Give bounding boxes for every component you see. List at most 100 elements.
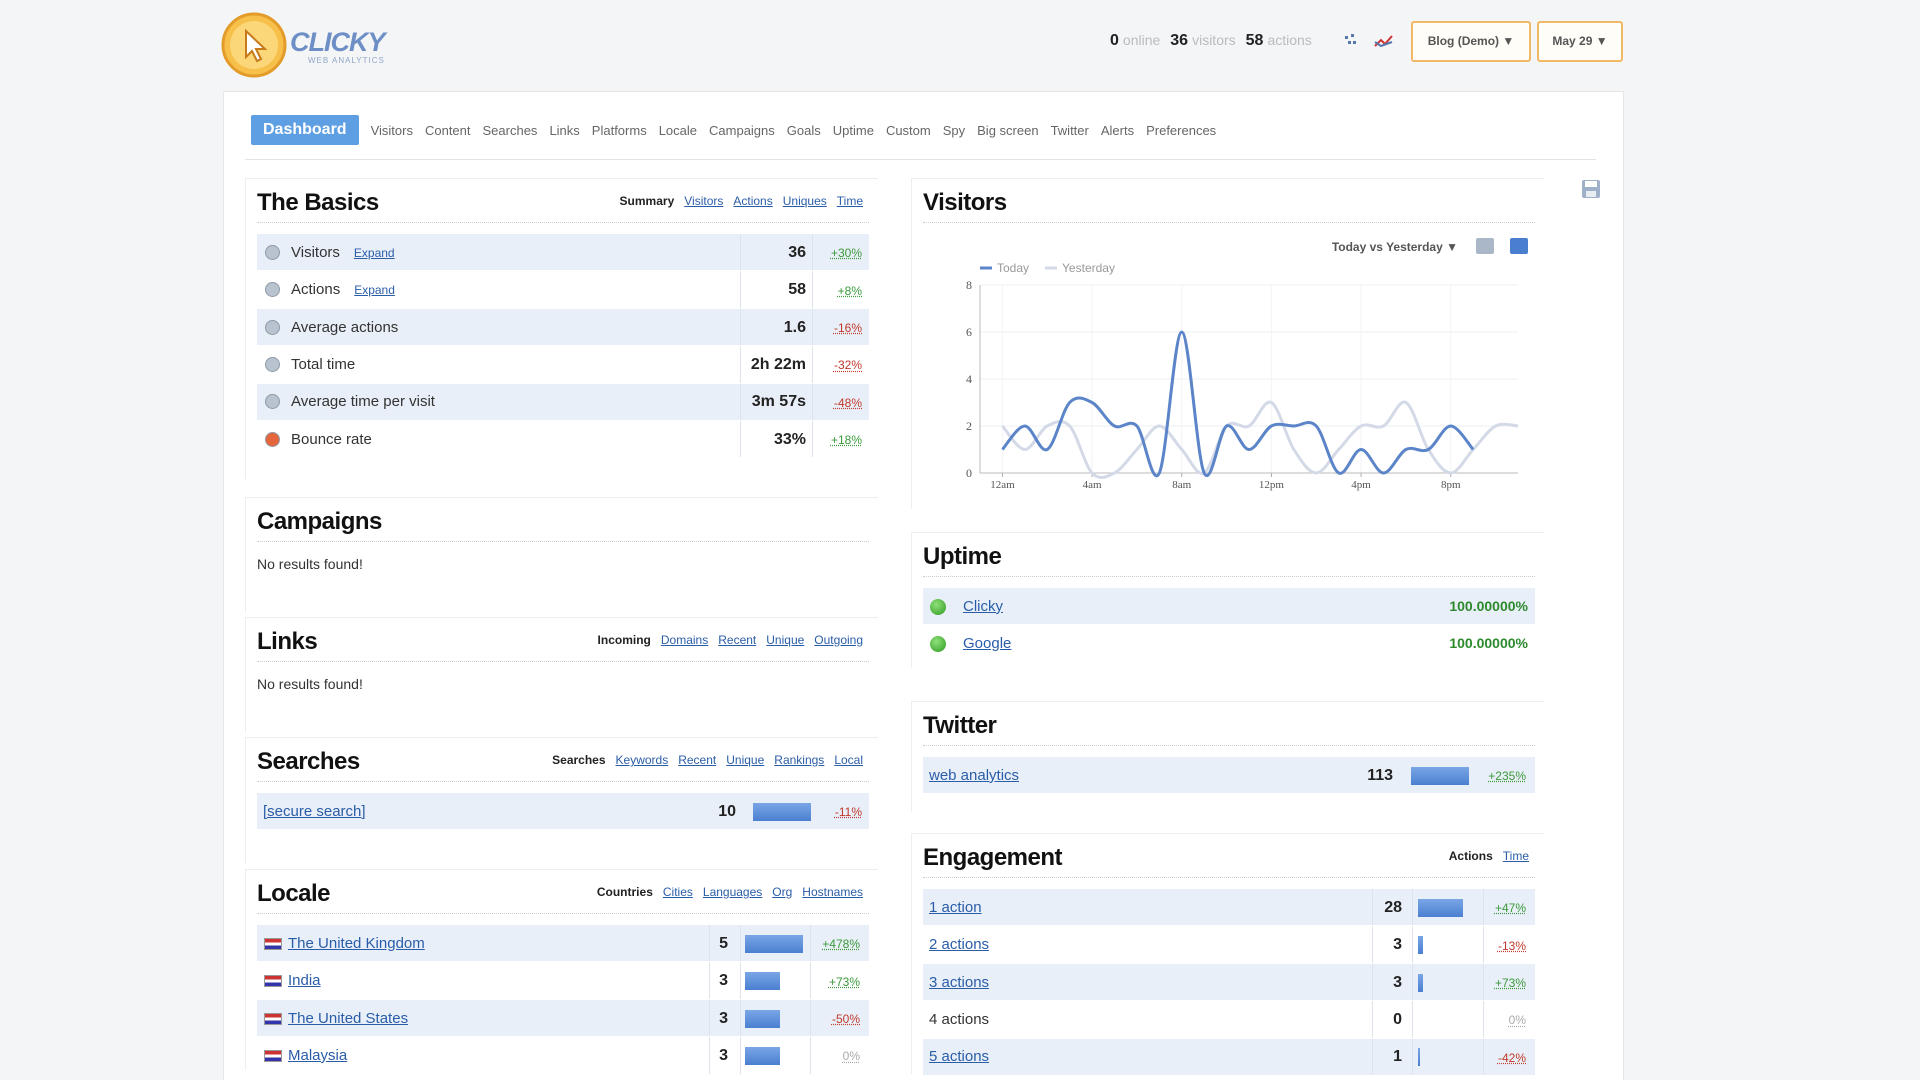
nav-item[interactable]: Twitter: [1050, 122, 1089, 138]
row-text: 4 actions: [929, 1010, 990, 1028]
nav-item[interactable]: Uptime: [832, 122, 874, 138]
tab-active[interactable]: Searches: [552, 753, 606, 767]
data-bar: [753, 802, 811, 821]
nav-item[interactable]: Locale: [658, 122, 698, 138]
chart-icons: [1476, 238, 1528, 254]
date-dropdown[interactable]: May 29 ▼: [1537, 21, 1623, 62]
row-change: -42%: [1497, 1050, 1526, 1065]
row-text: Bounce rate: [291, 430, 372, 448]
row-label: India: [288, 971, 321, 991]
tab[interactable]: Recent: [718, 633, 757, 647]
tab[interactable]: Keywords: [615, 753, 669, 767]
row-change: -48%: [833, 395, 862, 410]
tab[interactable]: Local: [834, 753, 863, 767]
tab-active[interactable]: Actions: [1448, 849, 1493, 863]
tab[interactable]: Time: [1502, 849, 1529, 863]
row-value: 3: [719, 1046, 728, 1064]
column-separator: [740, 346, 741, 383]
nav-item[interactable]: Searches: [482, 122, 538, 138]
column-separator: [740, 308, 741, 346]
status-dot: [930, 598, 946, 615]
tab[interactable]: Unique: [766, 633, 805, 647]
tab[interactable]: Visitors: [684, 194, 724, 208]
save-icon[interactable]: [1580, 178, 1602, 200]
column-separator: [810, 925, 811, 962]
nav-item[interactable]: Custom: [885, 122, 931, 138]
row-link[interactable]: 2 actions: [929, 936, 990, 954]
column-separator: [1412, 1038, 1413, 1075]
tab[interactable]: Uniques: [782, 194, 827, 208]
tab[interactable]: Org: [772, 885, 793, 899]
row-value: 2h 22m: [750, 355, 806, 373]
title-underline: [923, 745, 1535, 746]
row-change: -50%: [831, 1012, 860, 1027]
nav-item[interactable]: Content: [424, 122, 471, 138]
tab[interactable]: Unique: [726, 753, 765, 767]
column-separator: [1483, 1038, 1484, 1075]
site-dropdown[interactable]: Blog (Demo) ▼: [1411, 21, 1531, 62]
row-link[interactable]: 1 action: [929, 898, 982, 916]
tab[interactable]: Rankings: [774, 753, 825, 767]
title-underline: [257, 781, 869, 782]
nav-item[interactable]: Links: [549, 122, 580, 138]
row-link[interactable]: Malaysia: [288, 1046, 348, 1064]
row-change: +73%: [828, 974, 860, 989]
row-change: 0%: [842, 1049, 860, 1064]
expand-link[interactable]: Expand: [354, 283, 395, 298]
nav-item[interactable]: Spy: [942, 122, 966, 138]
column-separator: [1412, 963, 1413, 1001]
nav-item[interactable]: Big screen: [977, 122, 1039, 138]
tab-active[interactable]: Incoming: [597, 633, 651, 647]
row-label: The United States: [288, 1009, 408, 1029]
tab-active[interactable]: Countries: [596, 885, 653, 899]
column-separator: [740, 421, 741, 458]
row-link[interactable]: 5 actions: [929, 1048, 990, 1066]
chart-icon[interactable]: [1510, 238, 1528, 254]
row-label: Bounce rate: [291, 430, 372, 450]
nav-active[interactable]: Dashboard: [251, 115, 359, 145]
empty-message: No results found!: [257, 676, 363, 693]
row-change: +18%: [830, 433, 862, 448]
chart-dropdown[interactable]: Today vs Yesterday ▼: [1331, 239, 1458, 254]
nav-item[interactable]: Platforms: [591, 122, 647, 138]
nav-item[interactable]: Visitors: [370, 122, 413, 138]
panel-frame: [245, 497, 878, 613]
tab[interactable]: Actions: [733, 194, 773, 208]
tab[interactable]: Languages: [702, 885, 763, 899]
chart-icon[interactable]: [1476, 238, 1494, 254]
row-value: 3: [1393, 936, 1402, 954]
row-link[interactable]: Clicky: [963, 597, 1003, 615]
column-separator: [740, 925, 741, 962]
toolbar-icons[interactable]: [1340, 32, 1400, 54]
column-separator: [1412, 889, 1413, 926]
row-link[interactable]: web analytics: [929, 766, 1020, 784]
column-separator: [1412, 1001, 1413, 1038]
nav-item[interactable]: Goals: [786, 122, 821, 138]
row-link[interactable]: The United Kingdom: [288, 934, 425, 952]
tab-active[interactable]: Summary: [619, 194, 675, 208]
row-label: 5 actions: [929, 1047, 989, 1067]
tab[interactable]: Time: [836, 194, 863, 208]
tab[interactable]: Recent: [678, 753, 717, 767]
row-link[interactable]: Google: [963, 635, 1012, 653]
expand-link[interactable]: Expand: [353, 245, 395, 260]
panel-frame: [911, 833, 1544, 1074]
nav-item[interactable]: Alerts: [1100, 122, 1135, 138]
nav-item[interactable]: Preferences: [1146, 122, 1217, 138]
row-link[interactable]: 3 actions: [929, 973, 990, 991]
row-link[interactable]: The United States: [288, 1009, 409, 1027]
nav-item[interactable]: Campaigns: [709, 122, 775, 138]
row-link[interactable]: India: [288, 972, 321, 990]
column-separator: [810, 999, 811, 1037]
column-separator: [1412, 926, 1413, 963]
row-link[interactable]: [secure search]: [263, 802, 366, 820]
panel-title: The Basics: [257, 189, 379, 217]
row-change: 0%: [1508, 1013, 1526, 1028]
tab[interactable]: Outgoing: [814, 633, 863, 647]
tab[interactable]: Hostnames: [802, 885, 863, 899]
tab[interactable]: Domains: [660, 633, 709, 647]
row-change: +478%: [822, 937, 860, 952]
empty-message: No results found!: [257, 556, 363, 573]
tab[interactable]: Cities: [662, 885, 693, 899]
